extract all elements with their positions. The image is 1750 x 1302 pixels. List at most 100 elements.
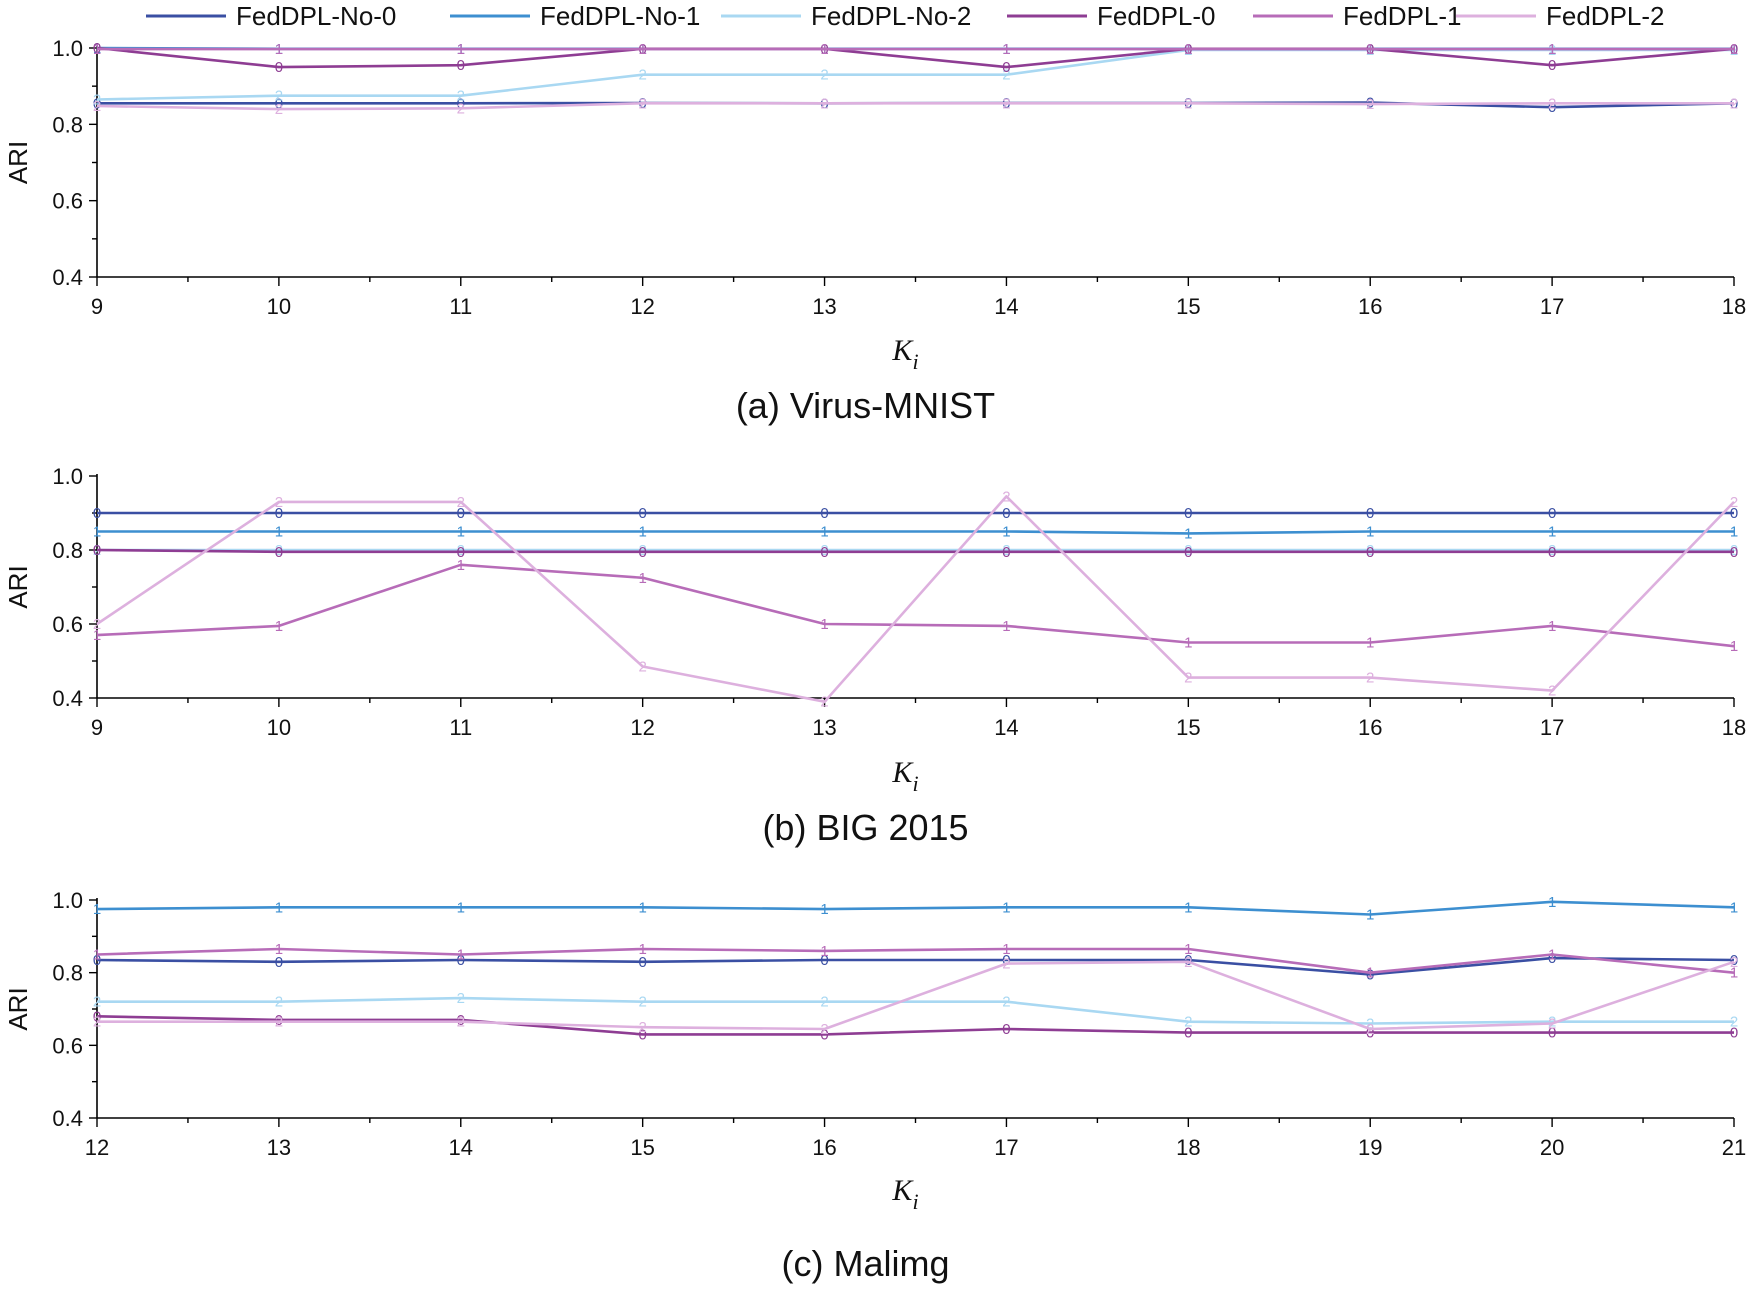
- x-tick-label: 11: [449, 294, 472, 319]
- data-point-marker: 1: [1184, 941, 1192, 958]
- series-feddpl-1: 1 1 1 1 1 1 1 1 1 1: [93, 41, 1738, 58]
- data-point-marker: 1: [457, 947, 465, 964]
- data-point-marker: 0: [1730, 952, 1738, 969]
- data-point-marker: 2: [93, 616, 101, 633]
- data-point-marker: 0: [1366, 544, 1374, 561]
- series-line: [97, 960, 1735, 1031]
- data-point-marker: 2: [1002, 95, 1010, 112]
- y-tick-label: 0.8: [52, 961, 83, 986]
- x-axis-label-sub: i: [912, 771, 918, 796]
- data-point-marker: 0: [820, 544, 828, 561]
- x-tick-label: 20: [1540, 1135, 1564, 1160]
- y-tick-label: 1.0: [52, 464, 83, 489]
- data-point-marker: 1: [638, 899, 646, 916]
- data-point-marker: 0: [93, 952, 101, 969]
- data-point-marker: 2: [1366, 1016, 1374, 1033]
- data-point-marker: 0: [1548, 505, 1556, 522]
- data-point-marker: 2: [457, 1014, 465, 1031]
- y-tick-label: 0.4: [52, 686, 83, 711]
- data-point-marker: 2: [1366, 42, 1374, 59]
- data-point-marker: 0: [457, 952, 465, 969]
- panel-caption: (b) BIG 2015: [762, 807, 968, 848]
- x-tick-label: 9: [91, 715, 103, 740]
- data-point-marker: 1: [93, 41, 101, 58]
- data-point-marker: 0: [1366, 966, 1374, 983]
- data-point-marker: 2: [1366, 1021, 1374, 1038]
- y-tick-label: 0.6: [52, 189, 83, 214]
- data-point-marker: 0: [638, 544, 646, 561]
- data-point-marker: 1: [1002, 899, 1010, 916]
- data-point-marker: 2: [93, 92, 101, 109]
- y-tick-label: 0.8: [52, 112, 83, 137]
- data-point-marker: 1: [1730, 899, 1738, 916]
- panel-big-2015: 0.40.60.81.09 10 11 12 13 14 15 16 17 18ARIKi(b) …: [3, 464, 1746, 848]
- data-point-marker: 1: [275, 941, 283, 958]
- y-tick-label: 0.4: [52, 1106, 83, 1131]
- x-tick-label: 14: [994, 294, 1018, 319]
- panel-caption: (a) Virus-MNIST: [736, 385, 995, 426]
- data-point-marker: 2: [638, 67, 646, 84]
- data-point-marker: 0: [1002, 544, 1010, 561]
- data-point-marker: 0: [275, 505, 283, 522]
- series-line: [96, 956, 1735, 976]
- x-tick-label: 15: [1176, 715, 1200, 740]
- data-point-marker: 1: [820, 616, 828, 633]
- data-point-marker: 1: [1184, 525, 1192, 542]
- legend-item-feddpl-no-2: FedDPL-No-2: [721, 1, 971, 31]
- y-tick-label: 1.0: [52, 36, 83, 61]
- x-axis-label: Ki: [891, 756, 918, 796]
- data-point-marker: 2: [93, 994, 101, 1011]
- data-point-marker: 0: [275, 95, 283, 112]
- data-point-marker: 2: [638, 659, 646, 676]
- data-point-marker: 0: [1366, 1025, 1374, 1042]
- data-point-marker: 2: [1184, 95, 1192, 112]
- data-point-marker: 0: [1548, 57, 1556, 74]
- data-point-marker: 0: [275, 544, 283, 561]
- data-point-marker: 1: [1184, 899, 1192, 916]
- data-point-marker: 0: [820, 505, 828, 522]
- x-tick-label: 16: [812, 1135, 836, 1160]
- data-point-marker: 1: [1548, 524, 1556, 541]
- data-point-marker: 2: [1548, 95, 1556, 112]
- data-point-marker: 0: [1184, 544, 1192, 561]
- data-point-marker: 0: [457, 95, 465, 112]
- data-point-marker: 1: [275, 41, 283, 58]
- x-tick-label: 11: [449, 715, 472, 740]
- data-point-marker: 1: [275, 524, 283, 541]
- x-tick-label: 14: [449, 1135, 473, 1160]
- y-tick-label: 0.6: [52, 612, 83, 637]
- data-point-marker: 1: [1002, 524, 1010, 541]
- data-point-marker: 0: [457, 505, 465, 522]
- series-line: [96, 548, 1734, 554]
- data-point-marker: 0: [275, 59, 283, 76]
- data-point-marker: 1: [820, 943, 828, 960]
- data-point-marker: 2: [457, 542, 465, 559]
- data-point-marker: 0: [457, 57, 465, 74]
- data-point-marker: 1: [1730, 638, 1738, 655]
- panel-caption: (c) Malimg: [782, 1243, 950, 1284]
- legend-label: FedDPL-0: [1097, 1, 1216, 31]
- data-point-marker: 0: [1184, 505, 1192, 522]
- series-line: [96, 46, 1735, 69]
- series-feddpl-2: 2 2 2 2 2 2 2 2 2 2: [93, 488, 1738, 710]
- x-tick-label: 10: [267, 715, 291, 740]
- data-point-marker: 0: [1730, 505, 1738, 522]
- legend-item-feddpl-no-1: FedDPL-No-1: [450, 1, 700, 31]
- data-point-marker: 0: [275, 954, 283, 971]
- data-point-marker: 0: [1548, 544, 1556, 561]
- data-point-marker: 0: [1002, 1021, 1010, 1038]
- data-point-marker: 2: [457, 494, 465, 511]
- x-tick-label: 17: [1540, 294, 1564, 319]
- x-tick-label: 10: [267, 294, 291, 319]
- data-point-marker: 0: [1002, 59, 1010, 76]
- x-tick-label: 18: [1176, 1135, 1200, 1160]
- x-axis-label: Ki: [891, 334, 918, 374]
- legend-label: FedDPL-No-1: [540, 1, 700, 31]
- data-point-marker: 0: [1002, 952, 1010, 969]
- data-point-marker: 2: [1730, 954, 1738, 971]
- x-tick-label: 15: [630, 1135, 654, 1160]
- x-tick-label: 14: [994, 715, 1018, 740]
- x-tick-label: 13: [812, 715, 836, 740]
